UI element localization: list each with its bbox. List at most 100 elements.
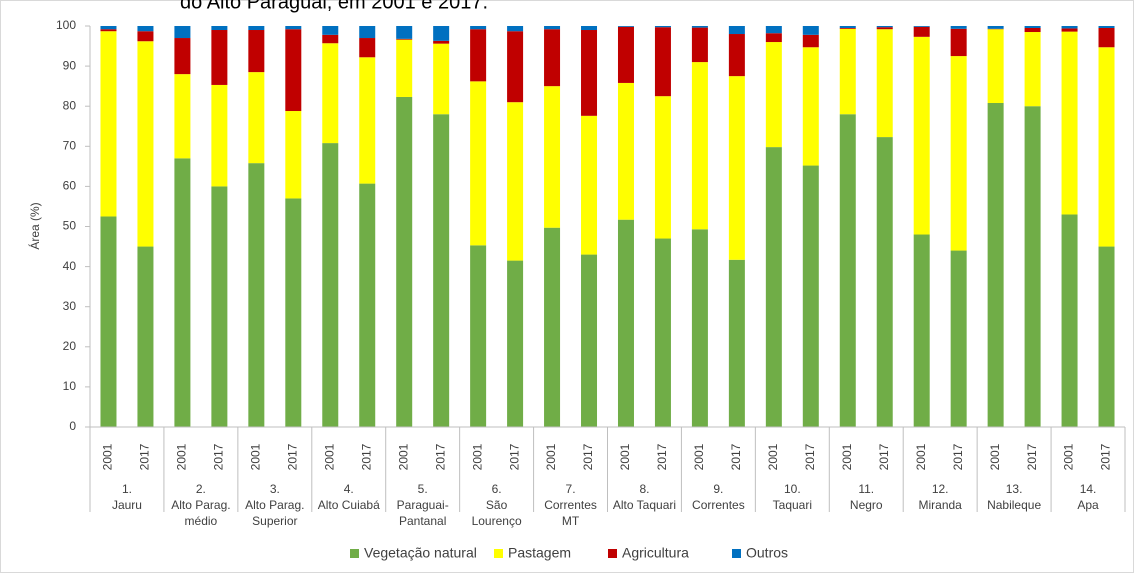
group-label: Paraguai- <box>397 498 449 512</box>
x-tick-label: 2001 <box>1062 443 1076 470</box>
bar-segment <box>396 26 413 39</box>
bar-segment <box>507 31 524 103</box>
bar-segment <box>654 238 671 427</box>
bar-segment <box>691 26 708 28</box>
legend-swatch <box>494 549 503 558</box>
bar-segment <box>359 183 376 427</box>
group-label: Jauru <box>112 498 142 512</box>
group-label: 4. <box>344 482 354 496</box>
legend-swatch <box>608 549 617 558</box>
bar-segment <box>211 26 228 31</box>
bar-segment <box>544 29 561 87</box>
x-tick-label: 2017 <box>729 443 743 470</box>
bar-segment <box>433 26 450 41</box>
x-tick-label: 2017 <box>507 443 521 470</box>
x-tick-label: 2017 <box>655 443 669 470</box>
legend-swatch <box>732 549 741 558</box>
bar-segment <box>654 26 671 28</box>
x-tick-label: 2017 <box>951 443 965 470</box>
group-label: 12. <box>932 482 949 496</box>
bar-segment <box>950 28 967 57</box>
x-tick-label: 2017 <box>581 443 595 470</box>
group-label: Correntes <box>544 498 597 512</box>
bar-segment <box>691 229 708 427</box>
bar-segment <box>544 86 561 228</box>
bar-segment <box>507 102 524 261</box>
bar-segment <box>396 38 413 40</box>
bar-segment <box>1098 28 1115 48</box>
bar-segment <box>802 47 819 166</box>
bar-segment <box>359 38 376 58</box>
bar-segment <box>137 31 154 42</box>
legend-label: Pastagem <box>508 545 571 561</box>
x-tick-label: 2017 <box>1099 443 1113 470</box>
bar-segment <box>359 57 376 184</box>
bar-segment <box>470 81 487 246</box>
group-label: Alto Parag. <box>245 498 304 512</box>
bar-segment <box>1024 26 1041 29</box>
y-tick-label: 50 <box>63 219 77 233</box>
bar-segment <box>248 163 265 427</box>
y-tick-label: 70 <box>63 138 77 152</box>
bar-segment <box>285 26 302 30</box>
group-label: 10. <box>784 482 801 496</box>
group-label: 8. <box>639 482 649 496</box>
group-label: médio <box>185 514 218 528</box>
group-label: São <box>486 498 508 512</box>
bar-segment <box>839 26 856 29</box>
x-tick-label: 2001 <box>692 443 706 470</box>
bar-segment <box>396 39 413 97</box>
bar-segment <box>839 28 856 29</box>
bar-segment <box>174 26 191 39</box>
bar-segment <box>765 33 782 43</box>
legend-label: Vegetação natural <box>364 545 477 561</box>
group-label: 5. <box>418 482 428 496</box>
bar-segment <box>802 34 819 48</box>
bar-segment <box>581 26 598 31</box>
bar-segment <box>728 34 745 77</box>
bar-segment <box>100 26 117 30</box>
bar-segment <box>876 27 893 30</box>
bar-segment <box>913 36 930 235</box>
group-label: 9. <box>713 482 723 496</box>
group-label: Nabileque <box>987 498 1041 512</box>
bar-segment <box>802 165 819 427</box>
bar-segment <box>396 96 413 428</box>
x-tick-label: 2017 <box>359 443 373 470</box>
bar-segment <box>285 111 302 199</box>
bar-segment <box>137 26 154 32</box>
group-label: Negro <box>850 498 883 512</box>
bar-segment <box>248 72 265 164</box>
legend-label: Outros <box>746 545 788 561</box>
x-tick-label: 2001 <box>249 443 263 470</box>
bar-segment <box>654 96 671 239</box>
bar-segment <box>913 26 930 27</box>
group-label: Superior <box>252 514 297 528</box>
bar-segment <box>617 82 634 220</box>
bar-segment <box>913 26 930 37</box>
bar-segment <box>322 143 339 428</box>
bar-segment <box>1024 106 1041 427</box>
y-tick-label: 40 <box>63 259 77 273</box>
bar-segment <box>322 34 339 44</box>
bar-segment <box>876 26 893 28</box>
bar-segment <box>802 26 819 35</box>
group-label: 14. <box>1080 482 1097 496</box>
bar-segment <box>433 40 450 44</box>
bar-segment <box>765 26 782 34</box>
bar-segment <box>581 115 598 255</box>
bar-segment <box>950 250 967 427</box>
group-label: Lourenço <box>472 514 522 528</box>
bar-segment <box>433 114 450 427</box>
bar-segment <box>987 102 1004 427</box>
bar-segment <box>507 260 524 427</box>
bar-segment <box>137 41 154 247</box>
bar-segment <box>617 219 634 427</box>
x-tick-label: 2001 <box>544 443 558 470</box>
bar-segment <box>728 76 745 260</box>
group-label: 1. <box>122 482 132 496</box>
bar-segment <box>100 29 117 32</box>
bar-segment <box>913 234 930 427</box>
bar-segment <box>211 84 228 187</box>
